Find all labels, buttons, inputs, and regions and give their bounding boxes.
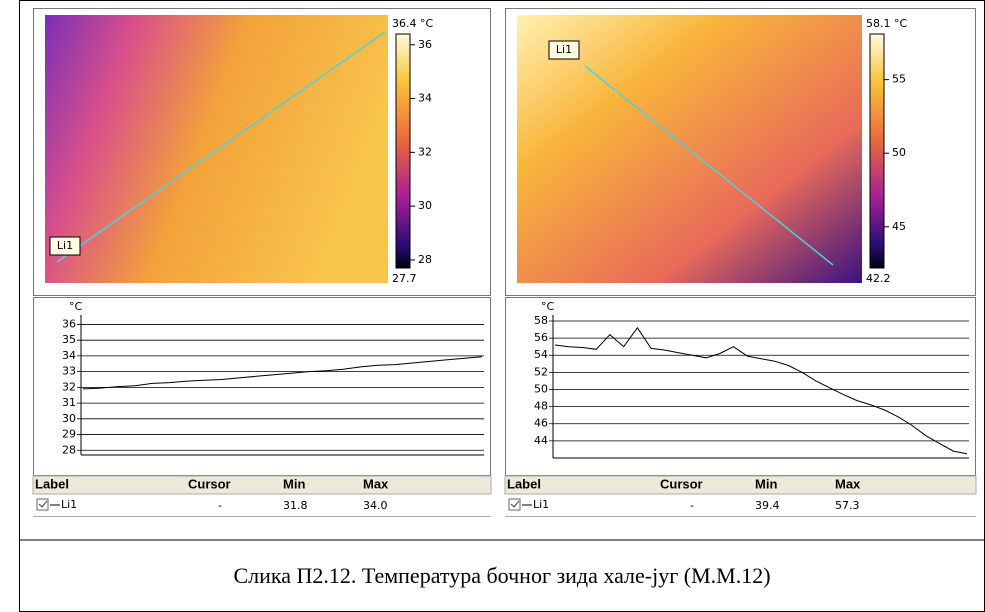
table-header: Label (35, 476, 69, 491)
y-tick-label: 56 (534, 331, 548, 344)
table-cell: - (690, 499, 694, 512)
table-header-bg (32, 475, 492, 495)
table-header: Max (835, 476, 861, 491)
y-tick-label: 58 (534, 314, 548, 327)
y-tick-label: 34 (62, 349, 76, 362)
y-tick-label: 50 (534, 382, 548, 395)
y-tick-label: 32 (62, 380, 76, 393)
table-header: Label (507, 476, 541, 491)
table-header: Min (755, 476, 777, 491)
colorbar-tick-label: 45 (892, 220, 906, 233)
table-header: Max (363, 476, 389, 491)
table-header: Cursor (660, 476, 703, 491)
profile-series (82, 356, 483, 390)
y-tick-label: 48 (534, 400, 548, 413)
checkbox (508, 498, 521, 511)
line-label-box (49, 236, 81, 256)
colorbar-tick-label: 36 (418, 38, 432, 51)
colorbar-max: 36.4 °C (392, 17, 433, 30)
table-header: Min (283, 476, 305, 491)
chart-frame (505, 297, 976, 476)
colorbar-min: 27.7 (392, 272, 417, 285)
y-tick-label: 52 (534, 365, 548, 378)
table-cell: - (218, 499, 222, 512)
y-unit: °C (541, 300, 555, 313)
y-tick-label: 44 (534, 434, 548, 447)
y-tick-label: 29 (62, 428, 76, 441)
y-unit: °C (69, 300, 83, 313)
y-tick-label: 31 (62, 396, 76, 409)
table-header: Cursor (188, 476, 231, 491)
colorbar-tick-label: 55 (892, 73, 906, 86)
y-tick-label: 33 (62, 365, 76, 378)
y-tick-label: 35 (62, 333, 76, 346)
y-tick-label: 30 (62, 412, 76, 425)
profile-series (554, 326, 968, 455)
colorbar-tick-label: 34 (418, 92, 432, 105)
profile-line (584, 65, 834, 266)
check (38, 500, 48, 508)
colorbar-tick-label: 32 (418, 145, 432, 158)
table-cell: 57.3 (835, 499, 860, 512)
table-cell: 31.8 (283, 499, 308, 512)
y-tick-label: 46 (534, 417, 548, 430)
check (510, 500, 520, 508)
colorbar (869, 33, 885, 269)
caption: Слика П2.12. Температура бочног зида хал… (233, 563, 770, 588)
legend-entry: Li1 (61, 498, 77, 511)
line-label-box (548, 40, 580, 60)
colorbar-max: 58.1 °C (866, 17, 907, 30)
line-label: Li1 (57, 239, 73, 252)
checkbox (36, 498, 49, 511)
y-tick-label: 36 (62, 317, 76, 330)
colorbar-tick-label: 30 (418, 199, 432, 212)
table-cell: 34.0 (363, 499, 388, 512)
legend-entry: Li1 (533, 498, 549, 511)
table-cell: 39.4 (755, 499, 780, 512)
colorbar-tick-label: 28 (418, 253, 432, 266)
line-label: Li1 (556, 43, 572, 56)
colorbar (395, 33, 411, 269)
image-frame (505, 8, 976, 296)
image-frame (33, 8, 491, 296)
table-header-bg (504, 475, 977, 495)
profile-line (56, 31, 386, 263)
colorbar-min: 42.2 (866, 272, 891, 285)
y-tick-label: 54 (534, 348, 548, 361)
y-tick-label: 28 (62, 443, 76, 456)
thermal-image (45, 15, 388, 283)
colorbar-tick-label: 50 (892, 146, 906, 159)
